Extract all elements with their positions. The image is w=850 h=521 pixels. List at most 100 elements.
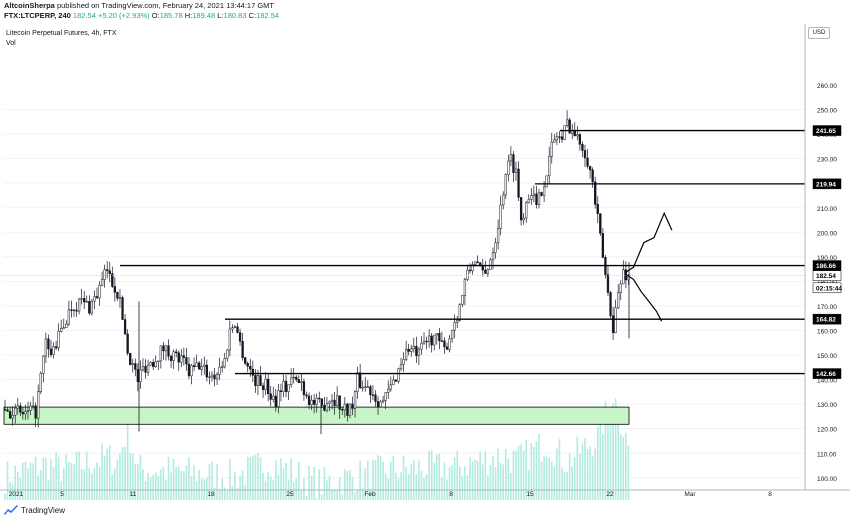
volume-bar (400, 472, 402, 500)
price-tick-label: 150.00 (817, 353, 837, 360)
grid (3, 109, 805, 479)
volume-bar (497, 448, 499, 500)
candle-body (394, 379, 398, 382)
candle-body (106, 269, 109, 271)
change-readout: +5.20 (+2.93%) (97, 11, 150, 20)
volume-bar (144, 481, 147, 500)
volume-bar (443, 462, 446, 500)
price-label-tag (812, 282, 842, 294)
projection-paths (625, 211, 673, 322)
volume-bar (108, 445, 111, 500)
candle-body (70, 309, 73, 311)
volume-bar (568, 453, 571, 500)
volume-bar (609, 413, 612, 500)
volume-bar (300, 489, 303, 500)
volume-bar (515, 450, 517, 500)
last-price-readout: 182.54 (72, 11, 96, 20)
volume-bar (451, 464, 453, 500)
candle-body (433, 334, 436, 346)
candle-body (560, 136, 564, 140)
volume-bar (556, 448, 558, 500)
time-axis[interactable]: 2021 5 11 18 25 Feb 8 15 22 Mar 8 (0, 489, 850, 498)
candle-body (103, 269, 106, 280)
chart-legend: Litecoin Perpetual Futures, 4h, FTX Vol (6, 29, 117, 49)
volume-bar (535, 441, 538, 500)
candle-body (540, 192, 543, 196)
candle-body (152, 362, 155, 367)
volume-bar (180, 470, 183, 500)
volume-bar (456, 450, 459, 500)
price-tick-label: 230.00 (817, 157, 837, 164)
candle-body (39, 373, 42, 393)
volume-bar (423, 478, 425, 500)
volume-bar (167, 456, 170, 500)
volume-bar (134, 464, 137, 500)
volume-bar (548, 458, 551, 500)
candle-body (489, 259, 492, 270)
candle-body (425, 340, 428, 343)
volume-bar (504, 449, 507, 500)
candle-body (318, 397, 321, 400)
volume-bar (321, 494, 323, 500)
volume-bar (305, 496, 308, 500)
volume-bar (502, 464, 505, 500)
candle-body (456, 320, 459, 323)
volume-bar (280, 458, 282, 500)
candle-body (445, 346, 449, 350)
candle-body (175, 351, 178, 354)
price-label-tag (812, 270, 842, 281)
candle-body (284, 380, 288, 392)
volume-bar (573, 457, 576, 500)
tradingview-logo-icon (4, 505, 18, 515)
tradingview-brand[interactable]: TradingView (4, 505, 65, 515)
currency-badge[interactable]: USD (808, 27, 830, 39)
volume-bar (226, 490, 229, 500)
volume-bar (262, 472, 264, 500)
author-name[interactable]: AltcoinSherpa (4, 1, 55, 10)
candle-body (95, 296, 99, 299)
candle-body (54, 346, 58, 349)
candle-body (346, 403, 349, 416)
candle-body (213, 374, 216, 380)
candle-body (279, 390, 283, 392)
candle-body (374, 394, 377, 402)
price-tick-label: 160.00 (817, 329, 837, 336)
candle-body (182, 355, 185, 358)
candle-body (404, 348, 408, 360)
volume-bar (458, 466, 461, 500)
volume-bar (29, 462, 32, 500)
volume-bar (479, 451, 482, 500)
chart-canvas[interactable]: 90.00100.00110.00120.00130.00140.00150.0… (0, 24, 850, 500)
volume-bar (234, 472, 236, 500)
volume-bar (517, 445, 520, 500)
volume-bar (484, 450, 487, 500)
candle-body (468, 269, 472, 272)
candle-body (19, 405, 22, 413)
candle-body (473, 261, 477, 265)
candle-body (509, 154, 513, 162)
volume-bar (223, 487, 226, 500)
candle-body (123, 319, 127, 335)
candle-body (389, 384, 392, 390)
candle-body (397, 368, 400, 382)
candle-body (310, 399, 313, 406)
candle-body (215, 374, 219, 380)
volume-bar (106, 449, 108, 500)
candle-body (269, 393, 272, 400)
time-tick-label: 18 (207, 491, 215, 498)
volume-bar (68, 461, 70, 500)
volume-bar (85, 451, 88, 500)
volume-bar (522, 450, 525, 500)
volume-bar (313, 466, 315, 500)
volume-bar (190, 475, 193, 500)
candle-body (42, 355, 45, 374)
candle-body (330, 399, 334, 403)
candle-body (315, 397, 318, 405)
volume-bar (55, 452, 57, 500)
time-tick-label: 11 (130, 491, 137, 498)
volume-bar (344, 469, 346, 500)
candle-body (525, 202, 528, 219)
candle-body (384, 392, 387, 401)
candle-body (371, 394, 375, 396)
price-axis[interactable]: 90.00100.00110.00120.00130.00140.00150.0… (804, 24, 842, 500)
